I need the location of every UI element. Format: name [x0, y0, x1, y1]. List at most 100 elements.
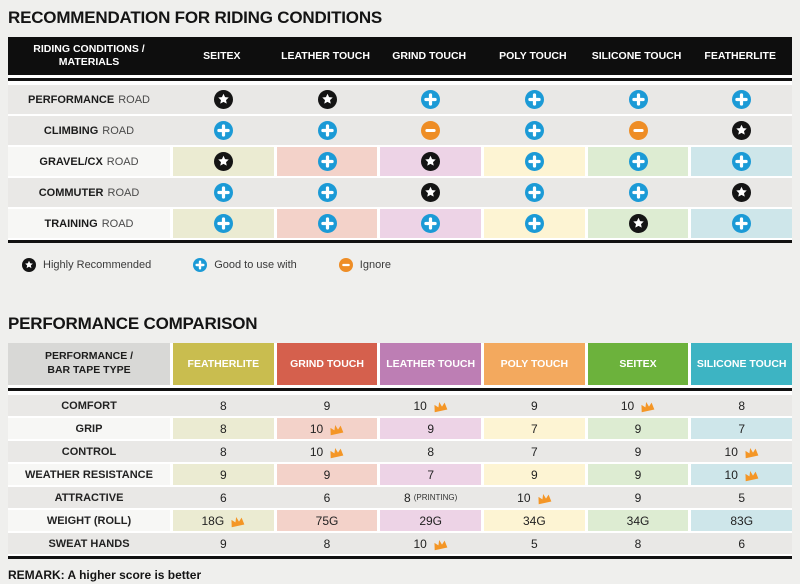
legend-label: Ignore: [359, 259, 391, 271]
score-cell: 75G: [276, 510, 381, 531]
performance-header-row: PERFORMANCE / BAR TAPE TYPE FEATHERLITE G…: [8, 343, 793, 385]
score-suffix: (PRINTING): [413, 493, 458, 502]
score-value: 10: [724, 444, 738, 459]
score-cell: 9: [380, 418, 485, 439]
plus-icon: [317, 152, 337, 171]
plus-icon: [628, 183, 648, 202]
column-header-silicone-touch: SILICONE TOUCH: [691, 343, 793, 385]
crown-icon: [742, 444, 760, 459]
score-cell: 10: [484, 487, 588, 508]
score-value: 6: [323, 490, 331, 505]
score-cell: 9: [587, 464, 692, 485]
crown-icon: [742, 467, 760, 482]
score-cell: 7: [484, 441, 588, 462]
crown-icon: [431, 536, 449, 551]
column-header-seitex: SEITEX: [587, 343, 692, 385]
table-row: CONTROL 8 10 8 7 9 10: [8, 441, 792, 462]
rating-cell: [380, 209, 485, 238]
riding-conditions-header-row: RIDING CONDITIONS / MATERIALS SEITEX LEAT…: [8, 37, 792, 75]
minus-icon: [338, 258, 353, 272]
rating-cell: [380, 147, 485, 176]
score-cell: 6: [277, 487, 381, 508]
remark-text: REMARK: A higher score is better: [8, 568, 202, 582]
rating-cell: [173, 209, 277, 238]
score-cell: 7: [484, 418, 588, 439]
score-cell: 9: [587, 418, 692, 439]
column-header-leather-touch: LEATHER TOUCH: [281, 50, 370, 62]
score-value: 9: [531, 467, 538, 482]
score-value: 10: [517, 490, 531, 505]
score-value: 7: [531, 421, 538, 436]
rating-cell: [277, 116, 381, 145]
row-label-rest: ROAD: [107, 186, 140, 199]
score-value: 9: [427, 421, 435, 436]
rating-cell: [588, 116, 692, 145]
score-value: 7: [738, 421, 746, 436]
row-label-bold: CLIMBING: [43, 124, 99, 137]
rating-cell: [691, 116, 792, 145]
score-cell: 9: [173, 533, 277, 554]
star-icon: [213, 90, 233, 109]
row-label-bold: GRAVEL/CX: [39, 155, 103, 168]
row-label: ATTRACTIVE: [54, 491, 124, 504]
rating-cell: [380, 178, 484, 207]
row-label: WEATHER RESISTANCE: [8, 464, 173, 485]
score-cell: 83G: [691, 510, 793, 531]
rating-cell: [691, 178, 792, 207]
crown-icon: [228, 513, 246, 528]
header-divider-rule: [8, 388, 792, 391]
plus-icon: [193, 258, 208, 272]
score-cell: 10: [277, 441, 381, 462]
score-value: 7: [531, 444, 538, 459]
table-row: GRAVEL/CX ROAD: [8, 147, 793, 176]
score-cell: 9: [277, 395, 381, 416]
column-header-poly-touch: POLY TOUCH: [499, 50, 567, 62]
table-row: GRIP 8 10 9 7 9 7: [8, 418, 793, 439]
table-row: WEIGHT (ROLL) 18G 75G 29G 34G 34G 83G: [8, 510, 793, 531]
rating-cell: [691, 85, 792, 114]
score-value: 8: [323, 536, 331, 551]
star-icon: [213, 152, 233, 171]
score-value: 10: [620, 398, 635, 413]
performance-rows: COMFORT 8 9 10 9 10 8 GRIP 8 10 9 7 9 7 CONTROL 8 10 8 7 9 1…: [8, 395, 793, 554]
row-label: CONTROL: [61, 445, 117, 458]
table2-bottom-rule: [8, 556, 792, 559]
score-cell: 8: [380, 441, 484, 462]
score-cell: 10: [380, 533, 484, 554]
score-value: 9: [634, 444, 642, 459]
corner-line1: PERFORMANCE /: [44, 350, 134, 363]
column-header-poly-touch: POLY TOUCH: [484, 343, 588, 385]
crown-icon: [534, 490, 552, 505]
rating-cell: [588, 85, 692, 114]
score-cell: 29G: [380, 510, 485, 531]
plus-icon: [524, 183, 544, 202]
section1-title: RECOMMENDATION FOR RIDING CONDITIONS: [8, 8, 383, 27]
score-cell: 9: [173, 464, 277, 485]
plus-icon: [213, 183, 233, 202]
score-value: 10: [724, 467, 738, 482]
score-cell: 10: [380, 395, 484, 416]
column-header-seitex: SEITEX: [203, 50, 241, 62]
score-cell: 9: [588, 441, 692, 462]
score-value: 9: [634, 490, 642, 505]
score-cell: 9: [276, 464, 381, 485]
star-icon: [628, 214, 648, 233]
row-label-rest: ROAD: [101, 217, 134, 230]
plus-icon: [524, 214, 544, 233]
rating-cell: [380, 85, 484, 114]
score-cell: 34G: [587, 510, 692, 531]
score-cell: 8 (PRINTING): [380, 487, 484, 508]
score-cell: 7: [691, 418, 793, 439]
row-label-rest: ROAD: [106, 155, 139, 168]
rating-cell: [277, 178, 381, 207]
legend-label: Highly Recommended: [43, 259, 152, 271]
score-cell: 34G: [484, 510, 588, 531]
table1-bottom-rule: [8, 240, 792, 243]
rating-cell: [587, 209, 692, 238]
row-label-bold: PERFORMANCE: [28, 93, 115, 106]
column-header-grind-touch: GRIND TOUCH: [276, 343, 381, 385]
row-label: GRIP: [8, 418, 173, 439]
plus-icon: [628, 90, 648, 109]
rating-cell: [484, 85, 588, 114]
riding-conditions-corner-label: RIDING CONDITIONS / MATERIALS: [8, 43, 170, 69]
